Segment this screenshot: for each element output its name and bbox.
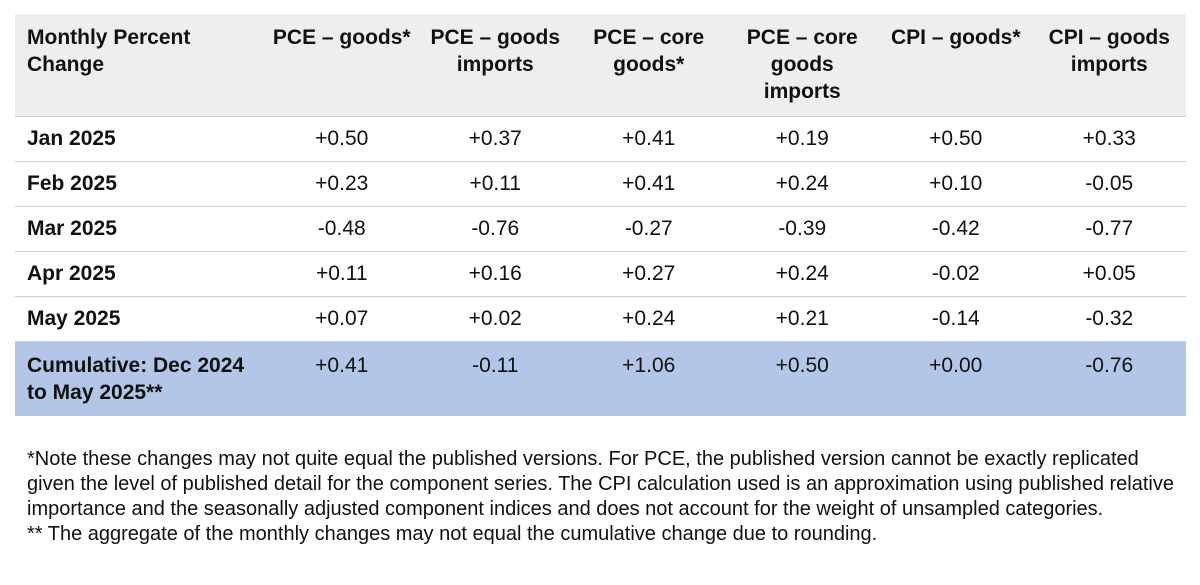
table-cell: +0.02 bbox=[418, 296, 572, 342]
table-cell: -0.76 bbox=[418, 206, 572, 252]
cumulative-cell: +0.41 bbox=[265, 341, 419, 416]
table-cell: +0.37 bbox=[418, 116, 572, 162]
table-cell: +0.41 bbox=[572, 161, 726, 207]
table-container: Monthly Percent Change PCE – goods* PCE … bbox=[15, 14, 1186, 416]
table-row: Mar 2025 -0.48 -0.76 -0.27 -0.39 -0.42 -0.77 bbox=[15, 206, 1186, 252]
table-cell: -0.02 bbox=[879, 251, 1033, 297]
table-row: Jan 2025 +0.50 +0.37 +0.41 +0.19 +0.50 +0.33 bbox=[15, 116, 1186, 162]
cumulative-cell: -0.76 bbox=[1032, 341, 1186, 416]
table-cell: -0.27 bbox=[572, 206, 726, 252]
table-cell: +0.23 bbox=[265, 161, 419, 207]
column-header-cpi-goods: CPI – goods* bbox=[879, 14, 1033, 117]
table-cell: +0.24 bbox=[572, 296, 726, 342]
cumulative-label: Cumulative: Dec 2024 to May 2025** bbox=[15, 341, 265, 416]
row-label: Feb 2025 bbox=[15, 161, 265, 207]
table-cell: -0.39 bbox=[725, 206, 879, 252]
table-cell: -0.32 bbox=[1032, 296, 1186, 342]
row-label: Jan 2025 bbox=[15, 116, 265, 162]
column-header-cpi-goods-imports: CPI – goods imports bbox=[1032, 14, 1186, 117]
column-header-pce-goods: PCE – goods* bbox=[265, 14, 419, 117]
row-label: Apr 2025 bbox=[15, 251, 265, 297]
table-cell: -0.48 bbox=[265, 206, 419, 252]
table-cell: +0.33 bbox=[1032, 116, 1186, 162]
table-cell: +0.05 bbox=[1032, 251, 1186, 297]
footnotes: *Note these changes may not quite equal … bbox=[27, 447, 1187, 547]
table-row: Apr 2025 +0.11 +0.16 +0.27 +0.24 -0.02 +0.05 bbox=[15, 251, 1186, 297]
table-cell: +0.21 bbox=[725, 296, 879, 342]
table-cell: +0.24 bbox=[725, 161, 879, 207]
table-cell: +0.07 bbox=[265, 296, 419, 342]
header-row: Monthly Percent Change PCE – goods* PCE … bbox=[15, 14, 1186, 117]
table-row: May 2025 +0.07 +0.02 +0.24 +0.21 -0.14 -0.32 bbox=[15, 296, 1186, 342]
footnote-1: *Note these changes may not quite equal … bbox=[27, 448, 1174, 520]
row-label: May 2025 bbox=[15, 296, 265, 342]
column-header-pce-core-goods: PCE – core goods* bbox=[572, 14, 726, 117]
cumulative-cell: +0.50 bbox=[725, 341, 879, 416]
column-header-pce-core-goods-imports: PCE – core goods imports bbox=[725, 14, 879, 117]
table-cell: +0.11 bbox=[265, 251, 419, 297]
table-cell: -0.05 bbox=[1032, 161, 1186, 207]
table-cell: +0.50 bbox=[879, 116, 1033, 162]
cumulative-cell: +0.00 bbox=[879, 341, 1033, 416]
table-cell: +0.11 bbox=[418, 161, 572, 207]
table-cell: -0.14 bbox=[879, 296, 1033, 342]
table-cell: +0.50 bbox=[265, 116, 419, 162]
table-cell: +0.24 bbox=[725, 251, 879, 297]
cumulative-cell: -0.11 bbox=[418, 341, 572, 416]
table-row: Feb 2025 +0.23 +0.11 +0.41 +0.24 +0.10 -0.05 bbox=[15, 161, 1186, 207]
table-cell: +0.41 bbox=[572, 116, 726, 162]
percent-change-table: Monthly Percent Change PCE – goods* PCE … bbox=[15, 14, 1186, 416]
table-cell: -0.77 bbox=[1032, 206, 1186, 252]
cumulative-cell: +1.06 bbox=[572, 341, 726, 416]
table-cell: +0.27 bbox=[572, 251, 726, 297]
column-header-pce-goods-imports: PCE – goods imports bbox=[418, 14, 572, 117]
row-label: Mar 2025 bbox=[15, 206, 265, 252]
table-cell: +0.10 bbox=[879, 161, 1033, 207]
table-cell: +0.19 bbox=[725, 116, 879, 162]
cumulative-row: Cumulative: Dec 2024 to May 2025** +0.41-… bbox=[15, 341, 1186, 416]
table-cell: -0.42 bbox=[879, 206, 1033, 252]
footnote-2: ** The aggregate of the monthly changes … bbox=[27, 523, 878, 545]
table-cell: +0.16 bbox=[418, 251, 572, 297]
column-header-label: Monthly Percent Change bbox=[15, 14, 265, 117]
